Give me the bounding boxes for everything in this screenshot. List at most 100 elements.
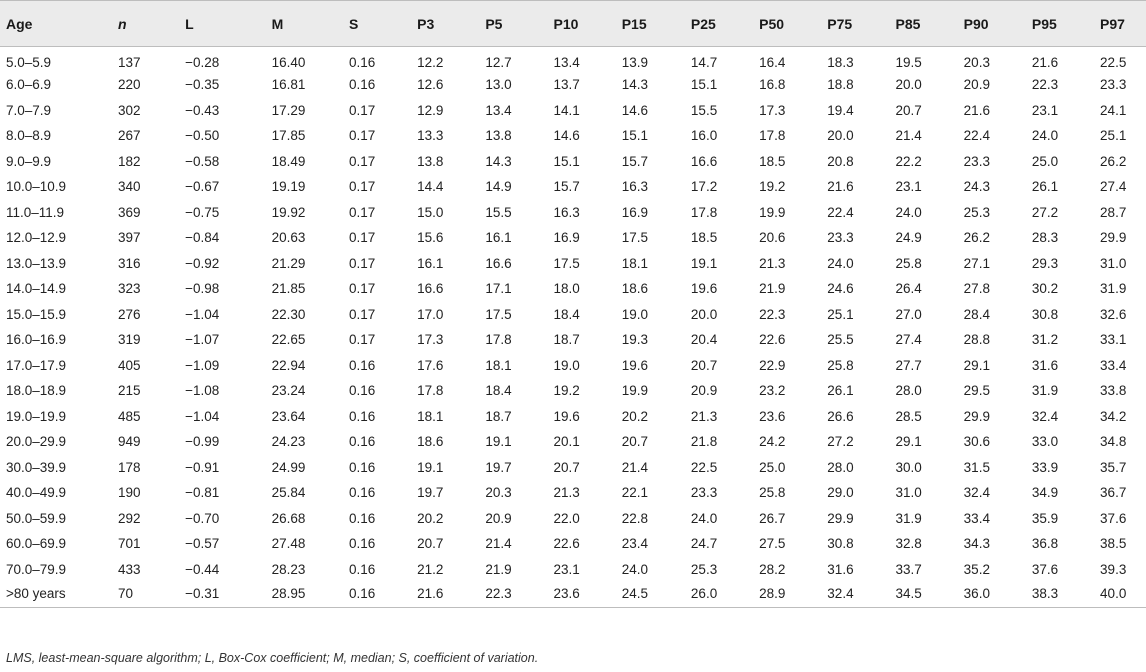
table-cell: 12.6	[417, 77, 444, 93]
table-cell: 18.7	[485, 408, 512, 424]
table-cell: 6.0–6.9	[6, 77, 52, 93]
table-cell: 24.23	[271, 434, 306, 450]
table-row: 20.0–29.9 949 −0.99 24.23 0.16 18.6 19.1 20.1 20…	[0, 429, 1146, 455]
table-cell: 29.9	[963, 408, 990, 424]
table-cell: 29.3	[1031, 255, 1059, 271]
table-cell: 16.9	[621, 204, 648, 220]
table-cell: 23.6	[759, 408, 786, 424]
table-cell: 24.1	[1100, 102, 1127, 118]
table-cell: 220	[117, 77, 141, 93]
table-cell: 29.5	[963, 383, 990, 399]
table-cell: 0.16	[348, 77, 376, 93]
table-cell: 18.5	[759, 153, 786, 169]
table-cell: −0.57	[185, 536, 220, 552]
table-cell: −0.92	[185, 255, 220, 271]
table-cell: 21.4	[485, 536, 512, 552]
table-cell: 21.8	[690, 434, 718, 450]
table-cell: 24.0	[827, 255, 854, 271]
table-cell: 17.8	[485, 332, 512, 348]
table-cell: 0.16	[348, 536, 376, 552]
table-cell: 26.1	[1031, 179, 1059, 195]
table-cell: 26.2	[1100, 153, 1127, 169]
table-cell: 30.2	[1031, 281, 1059, 297]
table-cell: 20.7	[417, 536, 444, 552]
table-cell: 21.4	[621, 459, 648, 475]
column-header: S	[342, 0, 412, 47]
table-cell: 16.1	[417, 255, 444, 271]
table-cell: 26.68	[271, 510, 306, 526]
table-cell: 30.0–39.9	[6, 459, 67, 475]
table-cell: 18.6	[417, 434, 444, 450]
table-cell: 17.2	[690, 179, 718, 195]
table-cell: 25.84	[271, 485, 306, 501]
table-cell: 24.7	[690, 536, 718, 552]
table-cell: 19.3	[621, 332, 648, 348]
table-cell: 24.0	[895, 204, 922, 220]
table-cell: 27.4	[895, 332, 922, 348]
table-cell: 316	[117, 255, 141, 271]
table-cell: 18.0	[553, 281, 580, 297]
table-cell: 13.0–13.9	[6, 255, 67, 271]
table-cell: −0.58	[185, 153, 220, 169]
table-cell: 37.6	[1100, 510, 1127, 526]
table-cell: 23.1	[553, 561, 580, 577]
table-cell: 276	[117, 306, 141, 322]
table-cell: 29.9	[827, 510, 854, 526]
table-row: 14.0–14.9 323 −0.98 21.85 0.17 16.6 17.1 18.0 18…	[0, 276, 1146, 302]
table-cell: 21.6	[411, 582, 480, 608]
table-cell: 19.4	[827, 102, 854, 118]
table-cell: 18.8	[827, 77, 854, 93]
table-row: 11.0–11.9 369 −0.75 19.92 0.17 15.0 15.5 16.3 16…	[0, 200, 1146, 226]
table-cell: 21.6	[1031, 55, 1059, 70]
table-cell: 21.2	[417, 561, 444, 577]
table-cell: 18.5	[690, 230, 718, 246]
table-cell: 19.5	[895, 55, 922, 70]
table-cell: 17.29	[271, 102, 306, 118]
table-cell: 10.0–10.9	[6, 179, 67, 195]
table-cell: 26.1	[827, 383, 854, 399]
table-cell: 15.7	[621, 153, 648, 169]
table-cell: 24.0	[690, 510, 718, 526]
table-cell: 31.9	[895, 510, 922, 526]
table-cell: 25.3	[963, 204, 990, 220]
table-cell: 23.1	[1031, 102, 1059, 118]
table-cell: 20.9	[963, 77, 990, 93]
table-cell: 21.3	[690, 408, 718, 424]
table-cell: −0.81	[185, 485, 220, 501]
table-cell: 20.6	[759, 230, 786, 246]
table-cell: −0.31	[179, 582, 266, 608]
table-row: 13.0–13.9 316 −0.92 21.29 0.17 16.1 16.6 17.5 18…	[0, 251, 1146, 277]
table-cell: 29.9	[1100, 230, 1127, 246]
table-cell: 28.2	[759, 561, 786, 577]
table-cell: 16.0	[690, 128, 718, 144]
table-cell: 0.16	[348, 55, 376, 70]
table-cell: 19.0	[621, 306, 648, 322]
table-cell: 29.0	[827, 485, 854, 501]
column-header: P75	[821, 0, 890, 47]
table-cell: 27.4	[1100, 179, 1127, 195]
table-cell: 21.29	[271, 255, 306, 271]
table-row: 7.0–7.9 302 −0.43 17.29 0.17 12.9 13.4 14.1 14.6…	[0, 98, 1146, 124]
table-cell: 28.0	[895, 383, 922, 399]
table-cell: 25.8	[759, 485, 786, 501]
table-cell: 18.49	[271, 153, 306, 169]
table-row: 17.0–17.9 405 −1.09 22.94 0.16 17.6 18.1 19.0 19…	[0, 353, 1146, 379]
table-cell: 16.6	[417, 281, 444, 297]
table-cell: 23.3	[963, 153, 990, 169]
table-cell: 70	[111, 582, 180, 608]
table-cell: 21.9	[485, 561, 512, 577]
table-cell: 29.1	[963, 357, 990, 373]
table-cell: 16.9	[553, 230, 580, 246]
table-cell: 32.4	[963, 485, 990, 501]
table-cell: 26.4	[895, 281, 922, 297]
table-cell: 25.8	[895, 255, 922, 271]
table-cell: 14.3	[485, 153, 512, 169]
table-cell: −0.91	[185, 459, 220, 475]
table-cell: 20.2	[417, 510, 444, 526]
table-cell: 0.17	[348, 281, 376, 297]
table-cell: 0.17	[348, 128, 376, 144]
table-cell: 30.6	[963, 434, 990, 450]
table-cell: 37.6	[1031, 561, 1059, 577]
table-cell: 20.3	[485, 485, 512, 501]
